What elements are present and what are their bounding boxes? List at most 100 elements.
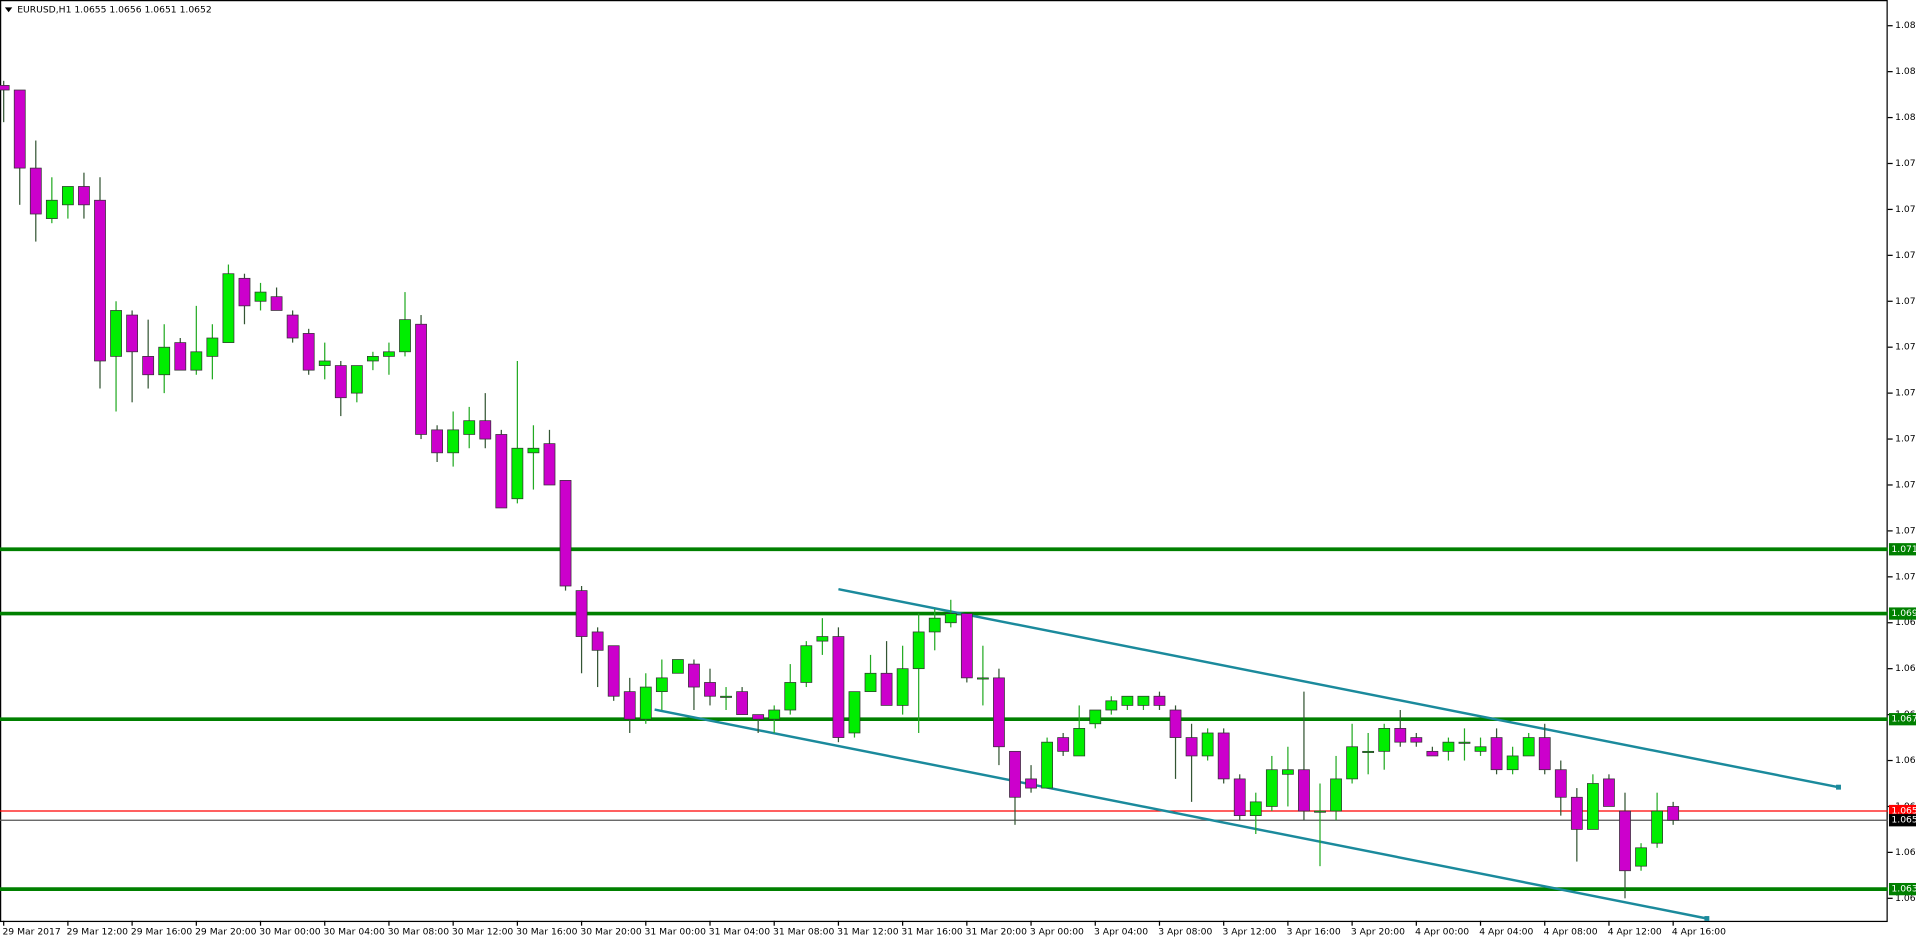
x-tick-label: 3 Apr 12:00 xyxy=(1222,926,1276,937)
candle-body xyxy=(238,277,251,307)
candle-body xyxy=(1298,769,1310,812)
candle-body xyxy=(1249,801,1262,817)
price-tag-label: 1.0652 xyxy=(1891,815,1916,826)
x-tick-label: 30 Mar 08:00 xyxy=(388,926,450,937)
candle-body xyxy=(13,89,26,169)
y-tick-label: 1.0725 xyxy=(1895,479,1916,490)
x-tick-label: 4 Apr 16:00 xyxy=(1672,926,1726,937)
x-tick-label: 31 Mar 20:00 xyxy=(966,926,1028,937)
candle-body xyxy=(270,296,283,311)
x-tick-label: 4 Apr 12:00 xyxy=(1608,926,1662,937)
trendline xyxy=(654,708,1708,920)
candle-body xyxy=(928,617,941,633)
candle-body xyxy=(1426,750,1439,757)
candle-body xyxy=(864,672,877,693)
x-tick-label: 31 Mar 12:00 xyxy=(837,926,899,937)
candle-body xyxy=(1619,810,1631,872)
candle-body xyxy=(1603,778,1615,807)
candle-body xyxy=(1330,778,1342,812)
candle-body xyxy=(1169,709,1182,738)
candle-body xyxy=(463,420,476,435)
candle-body xyxy=(1506,755,1519,771)
x-tick-label: 30 Mar 16:00 xyxy=(516,926,578,937)
candle-body xyxy=(1233,778,1246,817)
candle-body xyxy=(190,351,203,371)
candle-body xyxy=(1185,737,1198,757)
price-tag xyxy=(1888,607,1916,620)
x-tick-label: 3 Apr 08:00 xyxy=(1158,926,1212,937)
x-tick-label: 30 Mar 00:00 xyxy=(259,926,321,937)
x-tick-label: 29 Mar 16:00 xyxy=(131,926,193,937)
candle-body xyxy=(1667,806,1680,821)
candle-body xyxy=(1410,737,1423,743)
candle-body xyxy=(1057,737,1070,752)
candle-body xyxy=(623,691,636,720)
candle-body xyxy=(1474,746,1487,752)
x-tick-label: 29 Mar 2017 xyxy=(2,926,60,937)
price-tag xyxy=(1888,882,1916,896)
candle-body xyxy=(880,672,893,706)
candle-body xyxy=(61,186,74,206)
candle-body xyxy=(607,645,620,697)
candle-body xyxy=(848,691,861,734)
candle-body xyxy=(29,167,42,215)
candle-body xyxy=(575,590,588,637)
trendline-anchor xyxy=(1836,784,1841,790)
price-tag-label: 1.0674 xyxy=(1891,714,1916,725)
candle-body xyxy=(1009,750,1021,798)
candle-body xyxy=(688,663,700,688)
y-tick-label: 1.0715 xyxy=(1895,525,1916,536)
candle-body xyxy=(1394,728,1407,743)
candle-body xyxy=(174,342,187,371)
x-tick-label: 31 Mar 00:00 xyxy=(645,926,707,937)
candle-body xyxy=(366,356,379,362)
candle-body xyxy=(1314,810,1326,813)
x-tick-label: 31 Mar 08:00 xyxy=(773,926,835,937)
plot-frame xyxy=(0,0,1888,923)
candle-body xyxy=(447,429,460,454)
candle-body xyxy=(495,434,508,509)
candle-body xyxy=(1651,810,1664,844)
candle-body xyxy=(527,447,540,454)
candle-body xyxy=(1073,728,1086,757)
y-tick-label: 1.0685 xyxy=(1895,663,1916,674)
candle-body xyxy=(479,420,492,440)
candle-body xyxy=(912,631,925,670)
x-tick-label: 4 Apr 00:00 xyxy=(1415,926,1469,937)
candle-body xyxy=(1554,769,1567,798)
price-tag xyxy=(1888,814,1916,827)
candle-body xyxy=(126,314,139,353)
candle-body xyxy=(110,310,122,357)
candle-body xyxy=(1458,741,1471,744)
candle-body xyxy=(944,613,957,624)
candle-body xyxy=(832,636,845,738)
candle-body xyxy=(1346,746,1359,780)
candle-body xyxy=(1041,741,1054,789)
y-tick-label: 1.0825 xyxy=(1895,20,1916,31)
x-tick-label: 31 Mar 16:00 xyxy=(901,926,963,937)
candle-body xyxy=(752,714,765,720)
y-tick-label: 1.0785 xyxy=(1895,204,1916,215)
candle-body xyxy=(302,333,315,371)
y-tick-label: 1.0695 xyxy=(1895,617,1916,628)
candle-body xyxy=(720,695,732,698)
candle-body xyxy=(1025,778,1037,789)
y-tick-label: 1.0755 xyxy=(1895,342,1916,353)
menu-arrow[interactable] xyxy=(4,7,13,13)
candle-body xyxy=(960,613,973,679)
candle-body xyxy=(639,686,652,720)
candle-body xyxy=(415,323,427,435)
candle-body xyxy=(672,659,684,674)
y-tick-label: 1.0735 xyxy=(1895,434,1916,445)
trendline-anchor xyxy=(1704,916,1710,921)
candle-body xyxy=(0,85,10,91)
candle-body xyxy=(383,351,395,357)
candle-body xyxy=(704,682,716,697)
y-tick-label: 1.0815 xyxy=(1895,66,1916,77)
candle-body xyxy=(591,631,604,651)
candle-body xyxy=(543,443,556,486)
candle-body xyxy=(1137,695,1150,706)
candle-body xyxy=(559,480,572,587)
